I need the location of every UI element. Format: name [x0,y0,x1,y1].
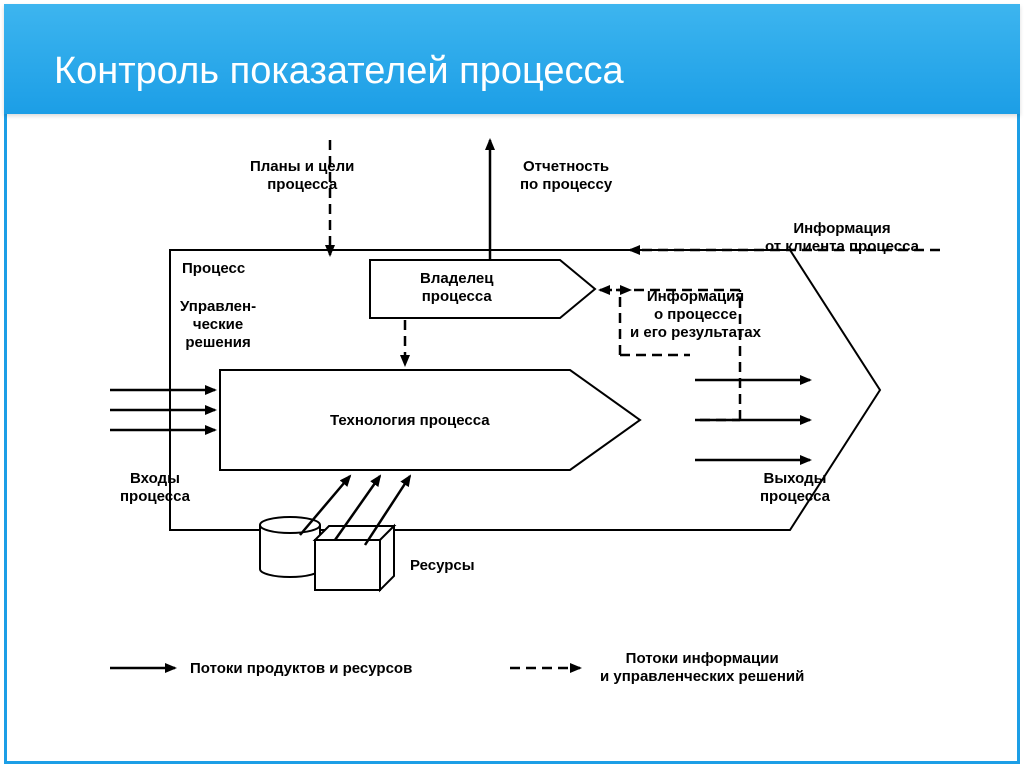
label-owner: Владелецпроцесса [420,270,493,306]
resource-cylinder [260,517,320,533]
label-tech: Технология процесса [330,412,490,430]
label-legend_dash: Потоки информациии управленческих решени… [600,650,804,686]
label-legend_solid: Потоки продуктов и ресурсов [190,660,412,678]
label-inputs: Входыпроцесса [120,470,190,506]
title-bar: Контроль показателей процесса [4,4,1020,114]
label-plans: Планы и целипроцесса [250,158,354,194]
label-report: Отчетностьпо процессу [520,158,612,194]
diagram-container: Планы и целипроцесса Отчетностьпо процесс… [40,120,984,720]
slide-title: Контроль показателей процесса [4,4,1020,93]
label-proc_info: Информацияо процессеи его результатах [630,288,761,342]
label-process: Процесс [182,260,245,278]
label-resources: Ресурсы [410,557,475,575]
label-decisions: Управлен-ческиерешения [180,298,256,352]
label-outputs: Выходыпроцесса [760,470,830,506]
diagram-svg [40,120,984,720]
resource-cube [315,540,380,590]
label-client_info: Информацияот клиента процесса [765,220,919,256]
